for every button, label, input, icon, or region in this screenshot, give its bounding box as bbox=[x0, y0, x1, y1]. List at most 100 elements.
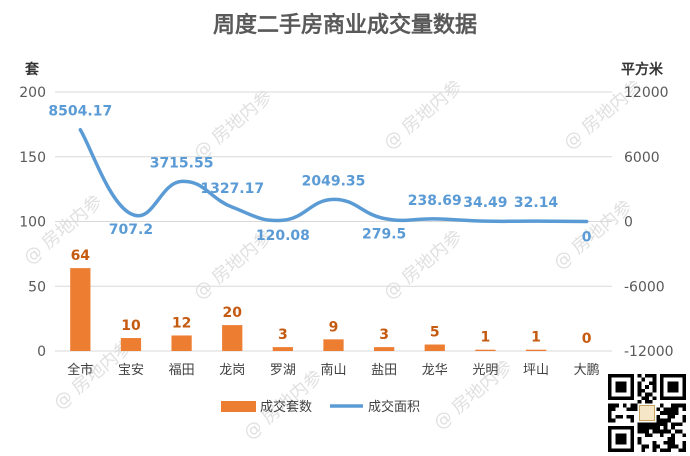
qr-module bbox=[652, 388, 657, 393]
qr-module bbox=[674, 429, 679, 434]
qr-module bbox=[674, 403, 679, 408]
qr-module bbox=[671, 433, 675, 438]
qr-module bbox=[667, 437, 672, 441]
category-labels: 全市 宝安 福田 龙岗 罗湖 南山 盐田 龙华 光明 坪山 大鹏 bbox=[67, 362, 599, 378]
qr-module bbox=[652, 381, 657, 386]
legend-label-line: 成交面积 bbox=[368, 399, 420, 415]
qr-module bbox=[678, 403, 683, 408]
qr-module bbox=[648, 422, 653, 426]
qr-module bbox=[619, 414, 623, 419]
qr-module bbox=[667, 414, 672, 419]
bar-value-9: 1 bbox=[531, 330, 541, 346]
qr-module bbox=[656, 422, 660, 426]
right-tick-0: -12000 bbox=[624, 344, 674, 360]
qr-module bbox=[645, 392, 649, 397]
qr-module bbox=[615, 403, 620, 408]
qr-module bbox=[637, 381, 642, 386]
qr-module bbox=[626, 407, 631, 412]
qr-finder-core-2 bbox=[615, 433, 627, 445]
qr-finder-core-0 bbox=[615, 381, 627, 393]
line-value-4: 120.08 bbox=[256, 228, 310, 244]
qr-module bbox=[667, 407, 672, 412]
qr-module bbox=[622, 403, 627, 408]
qr-module bbox=[660, 433, 664, 438]
line-value-2: 3715.55 bbox=[150, 155, 214, 171]
bar-value-3: 20 bbox=[222, 305, 242, 321]
qr-module bbox=[637, 422, 642, 426]
bar-value-2: 12 bbox=[172, 315, 191, 331]
qr-module bbox=[674, 407, 679, 412]
qr-module bbox=[626, 414, 631, 419]
qr-module bbox=[660, 418, 664, 423]
left-tick-3: 150 bbox=[19, 150, 46, 166]
category-1: 宝安 bbox=[118, 363, 144, 378]
qr-module bbox=[652, 429, 657, 434]
category-5: 南山 bbox=[320, 362, 346, 378]
bar-value-5: 9 bbox=[329, 319, 339, 335]
qr-module bbox=[656, 444, 660, 449]
line-value-8: 34.49 bbox=[463, 195, 507, 211]
qr-module bbox=[645, 396, 649, 400]
qr-module bbox=[611, 407, 616, 412]
bar-7 bbox=[424, 344, 445, 351]
left-axis-unit: 套 bbox=[25, 61, 39, 78]
left-tick-1: 50 bbox=[28, 279, 46, 295]
qr-module bbox=[671, 414, 675, 419]
qr-code bbox=[608, 374, 686, 452]
qr-module bbox=[682, 403, 686, 408]
qr-module bbox=[652, 374, 657, 378]
qr-module bbox=[671, 426, 675, 430]
qr-module bbox=[641, 388, 646, 393]
qr-module bbox=[663, 422, 668, 426]
qr-module bbox=[637, 374, 642, 378]
qr-module bbox=[663, 418, 668, 423]
qr-module bbox=[645, 422, 649, 426]
legend[interactable]: 成交套数 成交面积 bbox=[221, 399, 420, 415]
qr-module bbox=[660, 448, 664, 452]
line-value-1: 707.2 bbox=[109, 222, 153, 238]
qr-module bbox=[641, 448, 646, 452]
qr-module bbox=[637, 388, 642, 393]
bar-value-6: 3 bbox=[379, 327, 389, 343]
qr-module bbox=[648, 400, 653, 404]
qr-module bbox=[637, 429, 642, 434]
qr-module bbox=[674, 411, 679, 415]
legend-swatch-bar bbox=[221, 401, 256, 412]
category-6: 盐田 bbox=[371, 363, 397, 378]
category-2: 福田 bbox=[169, 363, 195, 378]
right-tick-2: 0 bbox=[624, 215, 633, 231]
qr-module bbox=[682, 440, 686, 445]
qr-module bbox=[652, 385, 657, 389]
qr-module bbox=[637, 400, 642, 404]
qr-module bbox=[671, 407, 675, 412]
qr-module bbox=[663, 426, 668, 430]
qr-module bbox=[611, 418, 616, 423]
qr-module bbox=[608, 407, 612, 412]
qr-center-logo bbox=[639, 405, 655, 421]
qr-module bbox=[682, 448, 686, 452]
category-10: 大鹏 bbox=[574, 363, 600, 378]
qr-module bbox=[630, 407, 634, 412]
qr-module bbox=[652, 377, 657, 382]
qr-module bbox=[682, 407, 686, 412]
qr-module bbox=[667, 444, 672, 449]
qr-module bbox=[645, 429, 649, 434]
watermark-6: @ 房地内参 bbox=[550, 196, 637, 274]
line-value-6: 279.5 bbox=[362, 226, 406, 242]
category-4: 罗湖 bbox=[270, 363, 296, 378]
qr-module bbox=[641, 426, 646, 430]
qr-module bbox=[671, 440, 675, 445]
right-tick-4: 12000 bbox=[624, 85, 669, 101]
qr-module bbox=[674, 444, 679, 449]
qr-module bbox=[656, 414, 660, 419]
qr-module bbox=[637, 392, 642, 397]
qr-module bbox=[682, 444, 686, 449]
legend-label-bar: 成交套数 bbox=[260, 399, 312, 415]
qr-module bbox=[674, 422, 679, 426]
qr-module bbox=[656, 426, 660, 430]
right-axis-ticks: -12000 -6000 0 6000 12000 bbox=[624, 85, 674, 360]
right-axis-unit: 平方米 bbox=[621, 61, 664, 78]
qr-module bbox=[645, 374, 649, 378]
qr-module bbox=[641, 422, 646, 426]
